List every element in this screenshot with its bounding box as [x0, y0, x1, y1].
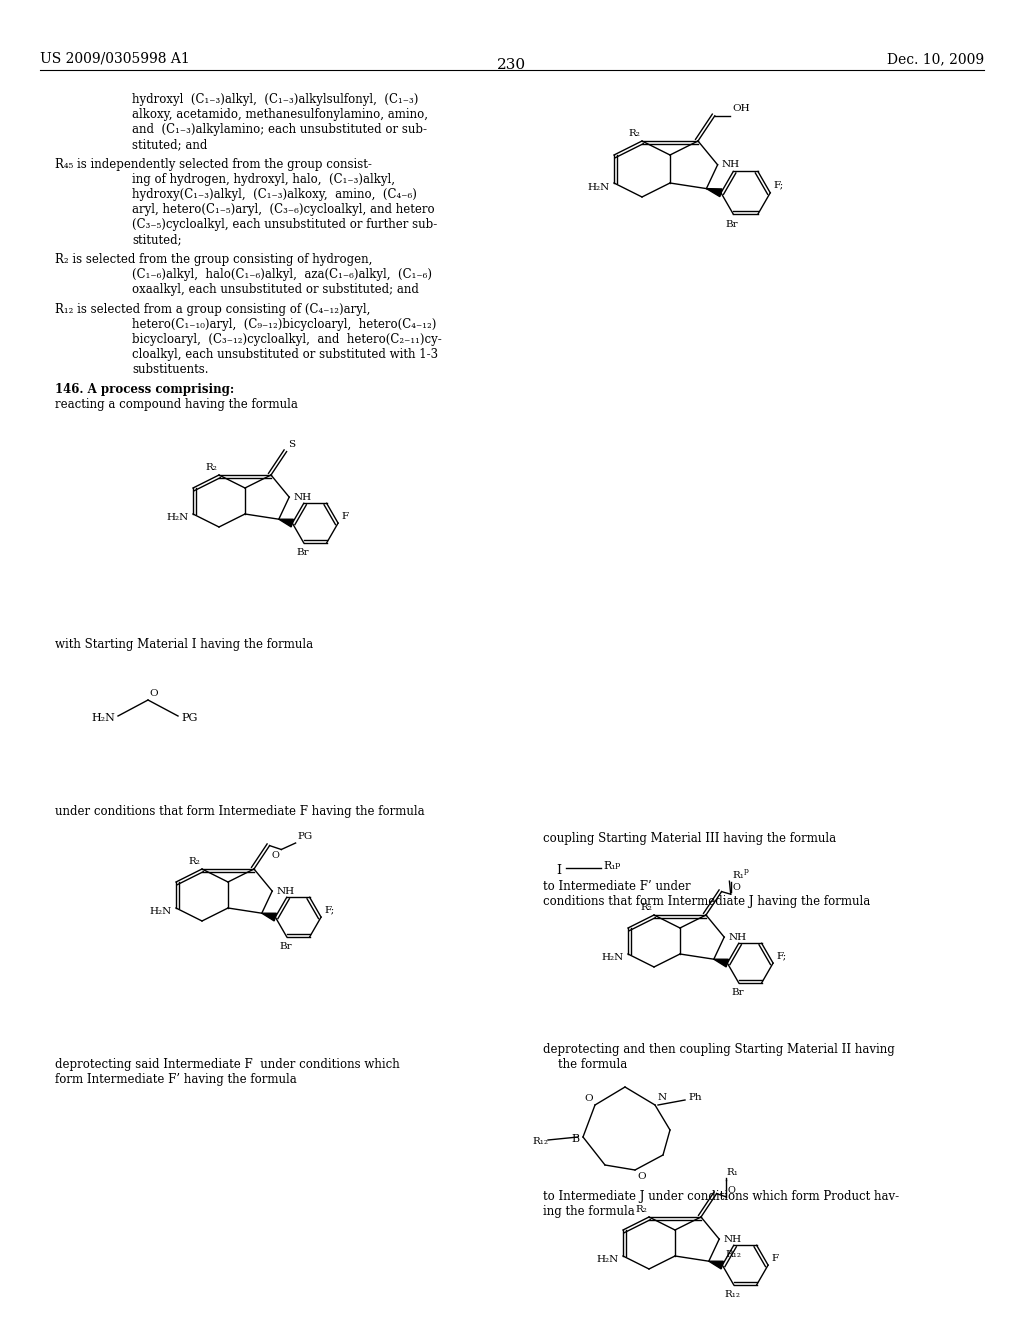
Polygon shape — [279, 519, 294, 527]
Text: R₂ is selected from the group consisting of hydrogen,: R₂ is selected from the group consisting… — [55, 253, 373, 267]
Polygon shape — [714, 960, 728, 968]
Text: R₁: R₁ — [733, 871, 744, 880]
Text: (C₁₋₆)alkyl,  halo(C₁₋₆)alkyl,  aza(C₁₋₆)alkyl,  (C₁₋₆): (C₁₋₆)alkyl, halo(C₁₋₆)alkyl, aza(C₁₋₆)a… — [132, 268, 432, 281]
Text: NH: NH — [293, 492, 311, 502]
Text: I: I — [556, 863, 561, 876]
Text: S: S — [289, 440, 296, 449]
Text: deprotecting and then coupling Starting Material II having: deprotecting and then coupling Starting … — [543, 1043, 895, 1056]
Text: R₂: R₂ — [188, 857, 200, 866]
Text: oxaalkyl, each unsubstituted or substituted; and: oxaalkyl, each unsubstituted or substitu… — [132, 282, 419, 296]
Text: O: O — [585, 1094, 593, 1104]
Text: F: F — [771, 1254, 778, 1263]
Text: O: O — [150, 689, 158, 698]
Text: H₂N: H₂N — [597, 1255, 618, 1265]
Text: bicycloaryl,  (C₃₋₁₂)cycloalkyl,  and  hetero(C₂₋₁₁)cy-: bicycloaryl, (C₃₋₁₂)cycloalkyl, and hete… — [132, 333, 441, 346]
Text: and  (C₁₋₃)alkylamino; each unsubstituted or sub-: and (C₁₋₃)alkylamino; each unsubstituted… — [132, 123, 427, 136]
Text: Br: Br — [280, 942, 292, 952]
Text: R₁₂: R₁₂ — [725, 1290, 740, 1299]
Text: F;: F; — [773, 181, 783, 190]
Text: R₁₂: R₁₂ — [532, 1138, 548, 1147]
Text: N: N — [658, 1093, 667, 1102]
Text: NH: NH — [276, 887, 294, 895]
Text: H₂N: H₂N — [150, 908, 172, 916]
Text: coupling Starting Material III having the formula: coupling Starting Material III having th… — [543, 832, 837, 845]
Text: substituents.: substituents. — [132, 363, 209, 376]
Polygon shape — [707, 189, 722, 197]
Text: NH: NH — [723, 1234, 741, 1243]
Text: to Intermediate J under conditions which form Product hav-: to Intermediate J under conditions which… — [543, 1191, 899, 1203]
Text: F: F — [341, 512, 348, 520]
Text: R₂: R₂ — [640, 903, 652, 912]
Text: O: O — [733, 883, 740, 892]
Text: stituted;: stituted; — [132, 234, 181, 246]
Text: reacting a compound having the formula: reacting a compound having the formula — [55, 399, 298, 411]
Text: PG: PG — [181, 713, 198, 723]
Text: 230: 230 — [498, 58, 526, 73]
Text: Br: Br — [296, 548, 309, 557]
Text: H₂N: H₂N — [588, 182, 610, 191]
Text: ing the formula: ing the formula — [543, 1205, 635, 1218]
Text: O: O — [271, 850, 280, 859]
Text: hetero(C₁₋₁₀)aryl,  (C₉₋₁₂)bicycloaryl,  hetero(C₄₋₁₂): hetero(C₁₋₁₀)aryl, (C₉₋₁₂)bicycloaryl, h… — [132, 318, 436, 331]
Text: conditions that form Intermediate J having the formula: conditions that form Intermediate J havi… — [543, 895, 870, 908]
Text: NH: NH — [728, 933, 746, 941]
Text: the formula: the formula — [543, 1059, 628, 1071]
Text: cloalkyl, each unsubstituted or substituted with 1-3: cloalkyl, each unsubstituted or substitu… — [132, 348, 438, 360]
Text: p: p — [615, 861, 621, 869]
Text: with Starting Material I having the formula: with Starting Material I having the form… — [55, 638, 313, 651]
Text: R₁: R₁ — [727, 1168, 738, 1177]
Text: hydroxy(C₁₋₃)alkyl,  (C₁₋₃)alkoxy,  amino,  (C₄₋₆): hydroxy(C₁₋₃)alkyl, (C₁₋₃)alkoxy, amino,… — [132, 187, 417, 201]
Text: hydroxyl  (C₁₋₃)alkyl,  (C₁₋₃)alkylsulfonyl,  (C₁₋₃): hydroxyl (C₁₋₃)alkyl, (C₁₋₃)alkylsulfony… — [132, 92, 419, 106]
Text: to Intermediate F’ under: to Intermediate F’ under — [543, 880, 690, 894]
Text: under conditions that form Intermediate F having the formula: under conditions that form Intermediate … — [55, 805, 425, 818]
Text: Br: Br — [726, 220, 738, 228]
Text: Dec. 10, 2009: Dec. 10, 2009 — [887, 51, 984, 66]
Text: R₁: R₁ — [603, 861, 615, 871]
Text: R₁₂: R₁₂ — [726, 1250, 741, 1259]
Text: NH: NH — [722, 160, 739, 169]
Polygon shape — [709, 1261, 723, 1269]
Text: H₂N: H₂N — [602, 953, 624, 962]
Text: R₂: R₂ — [205, 463, 217, 473]
Text: alkoxy, acetamido, methanesulfonylamino, amino,: alkoxy, acetamido, methanesulfonylamino,… — [132, 108, 428, 121]
Text: OH: OH — [732, 104, 750, 112]
Text: O: O — [637, 1172, 645, 1181]
Text: R₄₅ is independently selected from the group consist-: R₄₅ is independently selected from the g… — [55, 158, 372, 172]
Text: H₂N: H₂N — [91, 713, 115, 723]
Text: R₁₂ is selected from a group consisting of (C₄₋₁₂)aryl,: R₁₂ is selected from a group consisting … — [55, 304, 371, 315]
Text: (C₃₋₅)cycloalkyl, each unsubstituted or further sub-: (C₃₋₅)cycloalkyl, each unsubstituted or … — [132, 218, 437, 231]
Polygon shape — [262, 913, 276, 921]
Text: aryl, hetero(C₁₋₅)aryl,  (C₃₋₆)cycloalkyl, and hetero: aryl, hetero(C₁₋₅)aryl, (C₃₋₆)cycloalkyl… — [132, 203, 434, 216]
Text: O: O — [728, 1185, 735, 1195]
Text: PG: PG — [298, 832, 313, 841]
Text: form Intermediate F’ having the formula: form Intermediate F’ having the formula — [55, 1073, 297, 1086]
Text: B: B — [571, 1134, 580, 1144]
Text: R₂: R₂ — [635, 1205, 647, 1214]
Text: ing of hydrogen, hydroxyl, halo,  (C₁₋₃)alkyl,: ing of hydrogen, hydroxyl, halo, (C₁₋₃)a… — [132, 173, 395, 186]
Text: Br: Br — [731, 989, 743, 998]
Text: H₂N: H₂N — [167, 513, 189, 523]
Text: stituted; and: stituted; and — [132, 139, 208, 150]
Text: Ph: Ph — [688, 1093, 701, 1102]
Text: F;: F; — [776, 952, 786, 961]
Text: p: p — [743, 867, 749, 875]
Text: R₂: R₂ — [628, 129, 640, 139]
Text: 146. A process comprising:: 146. A process comprising: — [55, 383, 234, 396]
Text: deprotecting said Intermediate F  under conditions which: deprotecting said Intermediate F under c… — [55, 1059, 399, 1071]
Text: US 2009/0305998 A1: US 2009/0305998 A1 — [40, 51, 189, 66]
Text: F;: F; — [324, 906, 334, 915]
